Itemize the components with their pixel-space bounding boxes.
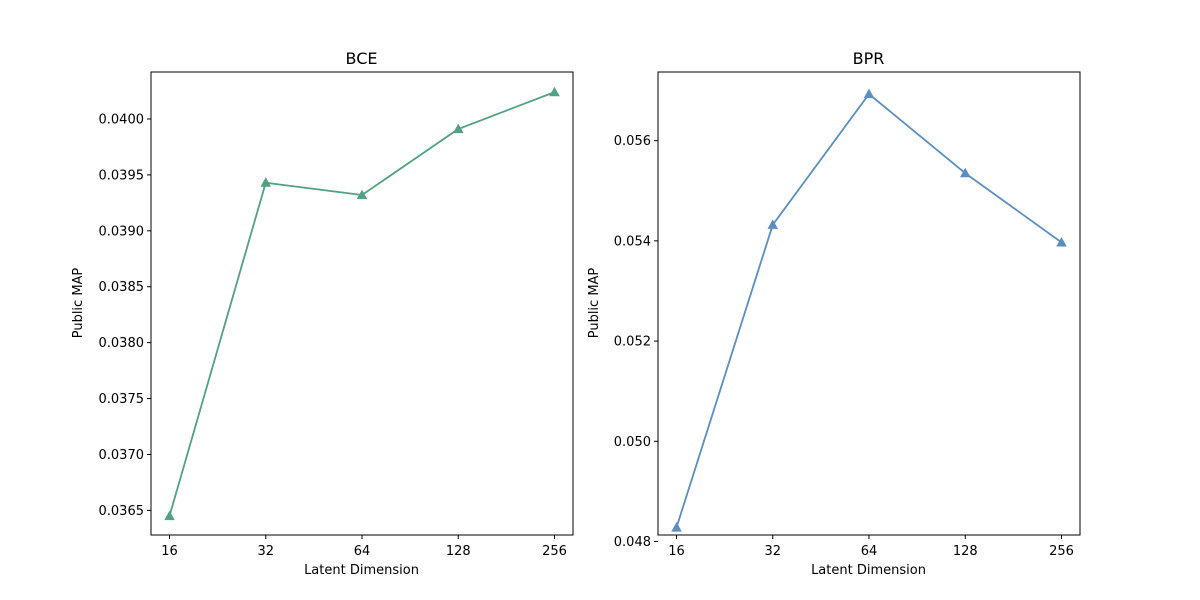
chart-bce: BCE Latent Dimension Public MAP 16 32 64 12… xyxy=(71,49,574,578)
x-tick-label: 64 xyxy=(861,544,878,559)
y-tick-label: 0.0385 xyxy=(99,280,145,295)
x-tick-label: 64 xyxy=(354,544,371,559)
x-tick-label: 128 xyxy=(446,544,471,559)
x-tick-label: 256 xyxy=(542,544,567,559)
data-point-marker xyxy=(356,189,368,200)
y-tick-label: 0.0400 xyxy=(99,112,145,127)
data-point-marker xyxy=(671,522,682,532)
x-tick-label: 128 xyxy=(953,544,978,559)
data-point-marker xyxy=(959,167,971,178)
y-axis-label: Public MAP xyxy=(71,268,86,339)
chart-bpr: BPR Latent Dimension Public MAP 16 32 64 12… xyxy=(587,49,1081,578)
data-point-marker xyxy=(767,219,779,229)
y-tick-label: 0.0380 xyxy=(99,336,145,351)
y-tick-label: 0.054 xyxy=(614,234,651,249)
y-tick-label: 0.0375 xyxy=(99,392,145,407)
y-tick-label: 0.0395 xyxy=(99,168,145,183)
y-tick-label: 0.050 xyxy=(614,435,651,450)
chart-title: BPR xyxy=(853,49,885,68)
data-point-marker xyxy=(164,510,175,521)
data-point-marker xyxy=(863,88,875,99)
data-point-marker xyxy=(260,177,272,187)
x-tick-label: 32 xyxy=(764,544,781,559)
data-point-marker xyxy=(549,86,560,97)
x-axis-label: Latent Dimension xyxy=(304,563,419,578)
plot-area: 16 32 64 128 256 0.0365 0.0370 0.0375 0.0380 0.03… xyxy=(99,71,574,559)
x-axis-label: Latent Dimension xyxy=(811,563,926,578)
chart-title: BCE xyxy=(346,49,378,68)
y-tick-label: 0.0370 xyxy=(99,448,145,463)
y-tick-label: 0.0365 xyxy=(99,504,145,519)
x-tick-label: 256 xyxy=(1049,544,1074,559)
data-point-marker xyxy=(452,123,464,134)
y-tick-label: 0.052 xyxy=(614,335,651,350)
x-tick-label: 16 xyxy=(668,544,685,559)
x-tick-label: 16 xyxy=(161,544,178,559)
plot-area: 16 32 64 128 256 0.048 0.050 0.052 0.054 0.056 xyxy=(614,71,1081,559)
x-tick-label: 32 xyxy=(257,544,274,559)
y-tick-label: 0.0390 xyxy=(99,224,145,239)
y-tick-label: 0.048 xyxy=(614,535,651,550)
y-tick-label: 0.056 xyxy=(614,134,651,149)
y-axis-label: Public MAP xyxy=(587,268,602,339)
data-point-marker xyxy=(1056,236,1067,247)
